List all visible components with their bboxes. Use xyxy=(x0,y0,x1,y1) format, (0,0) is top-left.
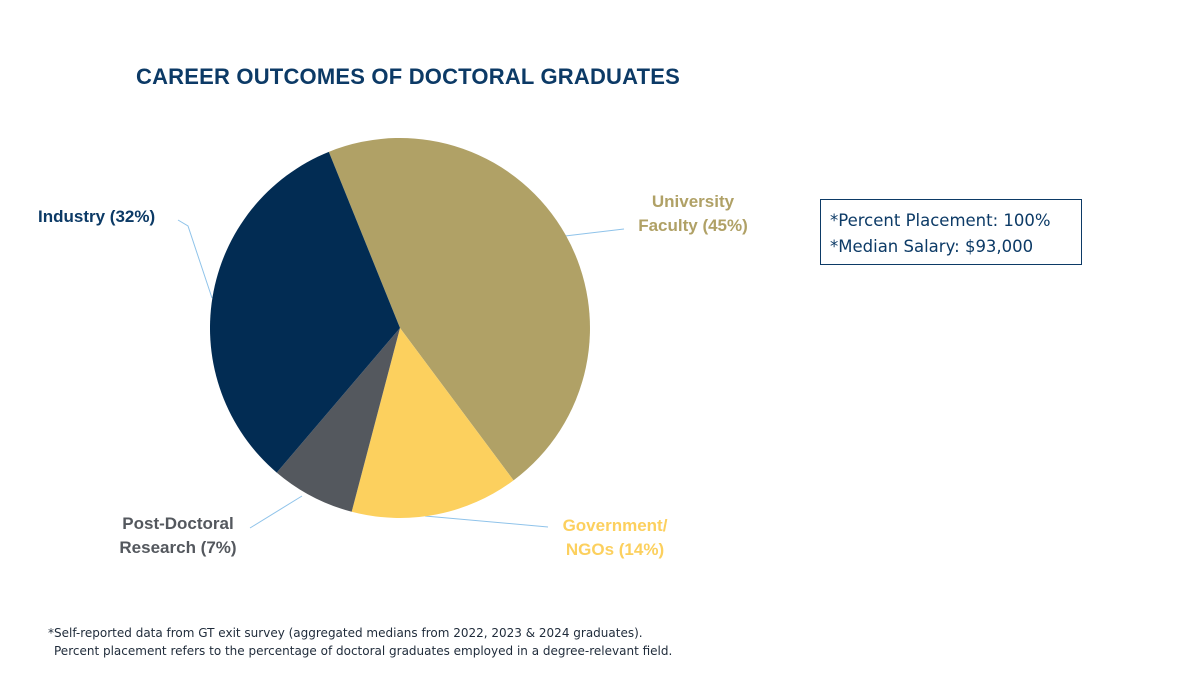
label-industry: Industry (32%) xyxy=(38,207,156,226)
pie-slice-post-doctoral xyxy=(276,328,400,512)
label-faculty-line1: University xyxy=(651,192,735,211)
label-university-faculty: University Faculty (45%) xyxy=(618,190,768,238)
leader-university-faculty xyxy=(564,228,625,237)
pie-slices xyxy=(209,138,590,518)
footnote: *Self-reported data from GT exit survey … xyxy=(48,624,672,660)
label-post-doctoral: Post-Doctoral Research (7%) xyxy=(98,512,258,560)
median-salary: *Median Salary: $93,000 xyxy=(830,237,1034,256)
chart-title: CAREER OUTCOMES OF DOCTORAL GRADUATES xyxy=(136,64,680,89)
stats-box: *Percent Placement: 100% *Median Salary:… xyxy=(820,199,1082,265)
label-government-line1: Government/ xyxy=(562,516,668,535)
percent-placement: *Percent Placement: 100% xyxy=(830,211,1051,230)
leader-government-ngos xyxy=(424,515,549,528)
pie-slice-industry xyxy=(209,151,400,473)
leader-lines xyxy=(177,219,625,529)
label-government-ngos: Government/ NGOs (14%) xyxy=(540,514,690,562)
leader-industry xyxy=(177,219,213,299)
label-postdoc-line2: Research (7%) xyxy=(119,538,237,557)
footnote-line1: *Self-reported data from GT exit survey … xyxy=(48,626,643,640)
footnote-line2: Percent placement refers to the percenta… xyxy=(54,644,673,658)
leader-post-doctoral xyxy=(249,495,303,529)
pie-slice-government-ngos xyxy=(351,328,514,518)
label-government-line2: NGOs (14%) xyxy=(565,540,665,559)
pie-slice-university-faculty xyxy=(328,138,590,481)
label-faculty-line2: Faculty (45%) xyxy=(638,216,748,235)
label-postdoc-line1: Post-Doctoral xyxy=(122,514,234,533)
